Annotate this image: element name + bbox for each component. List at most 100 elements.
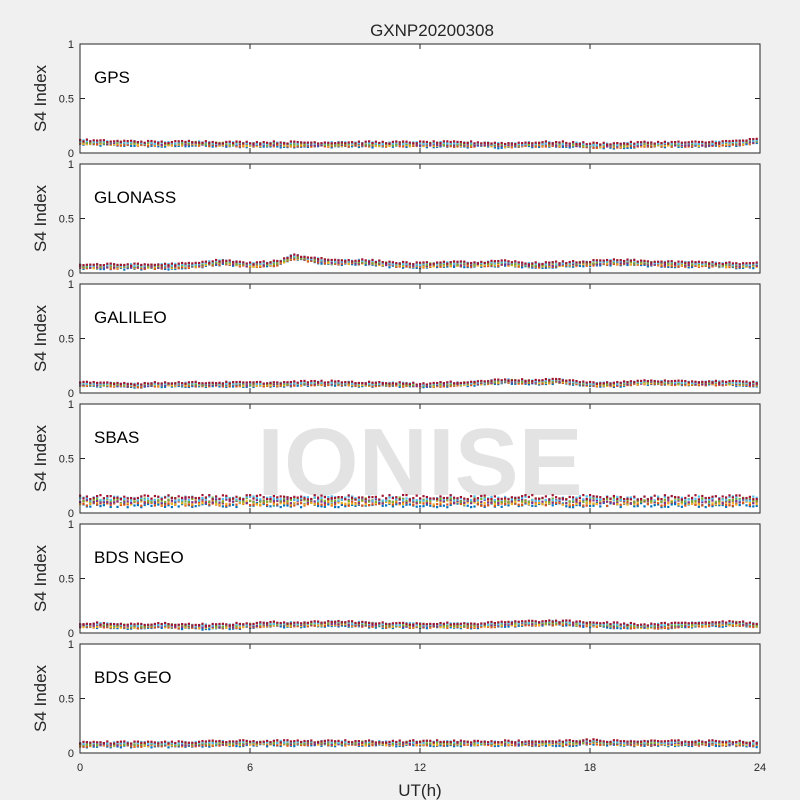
data-point xyxy=(109,385,112,388)
data-point xyxy=(436,499,439,503)
data-point xyxy=(232,385,235,388)
data-point xyxy=(463,266,466,269)
data-point xyxy=(374,382,377,386)
data-point xyxy=(572,141,575,144)
data-point xyxy=(184,504,187,507)
data-point xyxy=(252,145,255,148)
data-point xyxy=(466,141,469,145)
data-point xyxy=(507,379,510,382)
data-point xyxy=(164,145,167,148)
data-point xyxy=(310,143,313,147)
data-point xyxy=(313,256,316,259)
data-point xyxy=(538,263,541,266)
data-point xyxy=(170,266,173,270)
data-point xyxy=(711,381,714,384)
data-point xyxy=(701,140,704,144)
data-point xyxy=(609,382,612,385)
data-point xyxy=(568,504,571,507)
data-point xyxy=(663,265,666,268)
data-point xyxy=(490,261,493,264)
data-point xyxy=(255,261,258,264)
data-point xyxy=(119,265,122,269)
data-point xyxy=(242,142,245,145)
data-point xyxy=(585,381,588,384)
data-point xyxy=(232,503,235,506)
data-point xyxy=(102,264,105,267)
data-point xyxy=(317,504,320,508)
data-point xyxy=(266,262,269,265)
data-point xyxy=(497,141,500,145)
data-point xyxy=(160,502,163,505)
data-point xyxy=(459,264,462,267)
data-point xyxy=(194,261,197,264)
data-point xyxy=(643,382,646,385)
data-point xyxy=(653,261,656,265)
data-point xyxy=(201,382,204,385)
data-point xyxy=(619,503,622,506)
data-point xyxy=(167,500,170,503)
data-point xyxy=(286,381,289,384)
data-point xyxy=(446,383,449,386)
data-point xyxy=(136,266,139,269)
data-point xyxy=(283,382,286,386)
data-point xyxy=(704,261,707,264)
data-point xyxy=(232,260,235,264)
data-point xyxy=(211,142,214,145)
data-point xyxy=(225,385,228,389)
data-point xyxy=(425,502,428,505)
data-point xyxy=(680,141,683,144)
data-point xyxy=(725,265,728,269)
data-point xyxy=(568,262,571,265)
data-point xyxy=(283,261,286,264)
data-point xyxy=(143,501,146,505)
data-point xyxy=(742,262,745,265)
data-point xyxy=(748,503,751,507)
data-point xyxy=(85,142,88,146)
data-point xyxy=(582,142,585,145)
data-point xyxy=(215,261,218,264)
data-point xyxy=(310,384,313,387)
data-point xyxy=(174,503,177,506)
data-point xyxy=(130,144,133,147)
data-point xyxy=(473,505,476,508)
data-point xyxy=(680,263,683,266)
data-point xyxy=(677,260,680,263)
data-point xyxy=(221,261,224,264)
data-point xyxy=(130,139,133,142)
data-point xyxy=(568,142,571,145)
data-point xyxy=(228,259,231,262)
data-point xyxy=(507,504,510,507)
data-point xyxy=(150,504,153,507)
data-point xyxy=(395,503,398,506)
data-point xyxy=(568,380,571,383)
data-point xyxy=(99,381,102,384)
data-point xyxy=(578,261,581,264)
data-point xyxy=(306,256,309,259)
data-point xyxy=(466,501,469,504)
data-point xyxy=(674,381,677,384)
data-point xyxy=(514,260,517,263)
data-point xyxy=(548,379,551,382)
data-point xyxy=(534,261,537,264)
data-point xyxy=(354,503,357,506)
data-point xyxy=(170,143,173,146)
data-point xyxy=(439,262,442,266)
data-point xyxy=(368,262,371,265)
data-point xyxy=(493,264,496,267)
data-point xyxy=(629,383,632,387)
data-point xyxy=(521,379,524,382)
data-point xyxy=(697,262,700,266)
data-point xyxy=(164,381,167,384)
data-point xyxy=(245,142,248,145)
data-point xyxy=(96,263,99,266)
data-point xyxy=(208,381,211,384)
data-point xyxy=(412,144,415,147)
data-point xyxy=(198,264,201,267)
data-point xyxy=(589,504,592,508)
data-point xyxy=(432,381,435,385)
data-point xyxy=(606,258,609,262)
data-point xyxy=(337,506,340,509)
data-point xyxy=(225,382,228,386)
data-point xyxy=(378,259,381,262)
